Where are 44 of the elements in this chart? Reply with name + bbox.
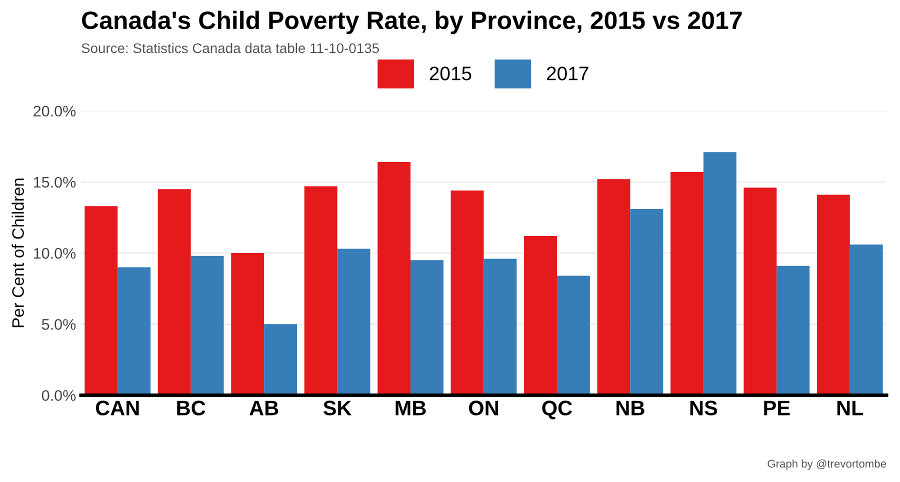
bar — [450, 190, 484, 396]
bar — [597, 179, 630, 396]
legend-label: 2015 — [430, 66, 472, 80]
y-tick-label: 10.0% — [34, 248, 76, 259]
y-tick-label: 5.0% — [42, 319, 76, 330]
bar — [410, 260, 444, 396]
x-tick-label: ON — [468, 400, 498, 416]
x-tick-label: NB — [616, 400, 644, 416]
x-tick-label: NS — [690, 400, 718, 416]
bar — [118, 267, 151, 396]
bar — [304, 186, 338, 396]
y-tick-label: 20.0% — [34, 106, 76, 117]
bar — [850, 244, 883, 396]
bar — [670, 172, 704, 396]
bar — [524, 236, 557, 396]
x-tick-label: QC — [542, 400, 572, 420]
bar — [744, 188, 777, 396]
bar — [816, 194, 850, 396]
x-tick-label: BC — [177, 400, 206, 416]
y-tick-label: 15.0% — [34, 176, 76, 188]
y-tick-label: 0.0% — [42, 390, 76, 401]
bar — [231, 253, 264, 396]
bar — [190, 256, 224, 396]
bar — [378, 162, 411, 396]
text: Graph by @trevortombe — [768, 459, 886, 470]
x-tick-label: CAN — [96, 400, 139, 416]
bar — [84, 206, 118, 396]
x-tick-label: MB — [396, 400, 426, 416]
x-tick-label: AB — [250, 400, 278, 416]
chart-subtitle: Source: Statistics Canada data table 11-10-0135 — [82, 42, 379, 54]
bar — [703, 152, 736, 396]
bar — [158, 189, 191, 396]
x-tick-label: PE — [764, 400, 790, 416]
x-tick-label: SK — [323, 400, 352, 416]
legend-label: 2017 — [546, 66, 588, 80]
bar — [484, 258, 517, 396]
bar — [556, 276, 590, 396]
bar — [776, 266, 810, 396]
bar — [630, 208, 664, 396]
y-axis-title: Per Cent of Children — [12, 178, 24, 328]
bar — [264, 324, 298, 396]
chart-title: Canada's Child Poverty Rate, by Province, 2015 vs 2017 — [82, 10, 742, 34]
x-tick-label: NL — [837, 400, 864, 416]
bar — [337, 248, 370, 396]
